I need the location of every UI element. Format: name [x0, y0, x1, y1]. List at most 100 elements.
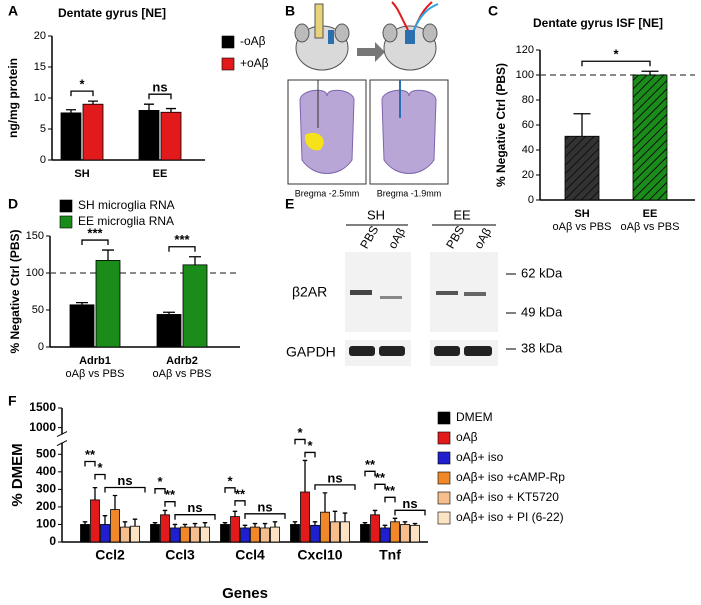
chart-title: Dentate gyrus ISF [NE] [533, 16, 663, 30]
x-tick-label: SH [574, 208, 589, 220]
bar [310, 524, 320, 543]
y-tick-label: 100 [36, 517, 56, 531]
sig-bracket [374, 483, 386, 490]
band [380, 296, 402, 299]
legend-label: SH microglia RNA [78, 198, 175, 212]
band [350, 290, 372, 295]
band [434, 346, 460, 356]
bar [360, 524, 370, 543]
panel-label: D [8, 196, 18, 212]
error-bar [102, 249, 114, 261]
x-axis-label: Genes [222, 585, 268, 602]
sig-label: * [307, 438, 313, 453]
sig-label: ns [152, 80, 167, 95]
legend-label: -oAβ [240, 34, 266, 48]
sig-label: ns [257, 499, 272, 514]
sig-bracket [314, 484, 356, 490]
error-bar [402, 521, 408, 525]
arrow [357, 42, 385, 62]
lane-label: oAβ [471, 225, 494, 251]
error-bar [144, 103, 154, 111]
bar [90, 499, 100, 543]
legend-swatch [437, 471, 451, 485]
legend-label: oAβ+ iso + KT5720 [456, 490, 559, 504]
y-tick-label: 20 [34, 30, 46, 42]
band [349, 346, 375, 356]
sig-bracket [148, 93, 172, 100]
error-bar [189, 256, 201, 265]
error-bar [573, 113, 591, 137]
lane-label: PBS [357, 223, 381, 251]
y-tick-label: 100 [516, 69, 534, 81]
panel-label: F [8, 393, 17, 409]
y-tick-label: 60 [522, 119, 534, 131]
brain-slice [381, 89, 437, 174]
bar [290, 524, 300, 543]
sig-bracket [581, 60, 651, 67]
x-tick-label: Adrb2 [166, 355, 198, 367]
panel-label: A [8, 3, 18, 19]
sig-label: * [79, 77, 85, 92]
legend-swatch [437, 511, 451, 525]
x-tick-sublabel: oAβ vs PBS [621, 221, 680, 233]
error-bar [172, 523, 178, 528]
bar [138, 110, 160, 161]
marker-label: 62 kDa [521, 265, 563, 280]
legend-label: +oAβ [240, 56, 269, 70]
sig-label: * [97, 460, 103, 475]
x-tick-label: Tnf [379, 547, 401, 563]
legend-swatch [437, 491, 451, 505]
y-tick-label: 120 [516, 44, 534, 56]
sig-label: *** [174, 232, 190, 247]
tubing [413, 3, 439, 31]
bar [180, 526, 190, 543]
error-bar [372, 509, 378, 515]
bar [400, 524, 410, 543]
cannula [328, 30, 334, 44]
legend-label: oAβ+ iso [456, 450, 504, 464]
sig-label: ns [402, 496, 417, 511]
y-tick-label: 300 [36, 482, 56, 496]
bar [632, 74, 668, 201]
legend-label: oAβ+ iso +cAMP-Rp [456, 470, 565, 484]
sig-bracket [224, 487, 236, 493]
panel-label: C [488, 3, 498, 19]
sig-bracket [304, 451, 316, 458]
sig-label: *** [87, 225, 103, 240]
error-bar [232, 510, 238, 517]
sig-label: ns [117, 473, 132, 488]
bar [182, 264, 208, 348]
band [379, 346, 405, 356]
sig-label: ns [327, 470, 342, 485]
y-tick-label: 80 [522, 94, 534, 106]
error-bar [112, 494, 118, 510]
error-bar [76, 301, 88, 305]
bar [300, 491, 310, 543]
x-tick-label: Ccl3 [165, 547, 195, 563]
sig-label: * [297, 425, 303, 440]
bar [100, 524, 110, 543]
sig-bracket [384, 496, 396, 503]
legend-label: oAβ [456, 430, 478, 444]
bar [80, 524, 90, 543]
x-tick-label: EE [643, 208, 658, 220]
x-tick-label: Ccl2 [95, 547, 125, 563]
sig-bracket [84, 460, 96, 467]
error-bar [262, 522, 268, 528]
bar [69, 304, 95, 348]
sig-bracket [81, 239, 109, 246]
bar [340, 521, 350, 543]
mouse-ear [422, 23, 438, 43]
legend-label: EE microglia RNA [78, 214, 174, 228]
injection-area [304, 132, 324, 151]
y-tick-label: 50 [32, 304, 44, 316]
marker-label: 38 kDa [521, 340, 563, 355]
sig-bracket [154, 488, 166, 494]
y-tick-label: 1500 [29, 400, 56, 414]
bar [270, 526, 280, 543]
syringe [314, 3, 324, 39]
sig-bracket [70, 90, 94, 97]
error-bar [202, 522, 208, 528]
error-bar [82, 521, 88, 525]
band [464, 346, 492, 356]
